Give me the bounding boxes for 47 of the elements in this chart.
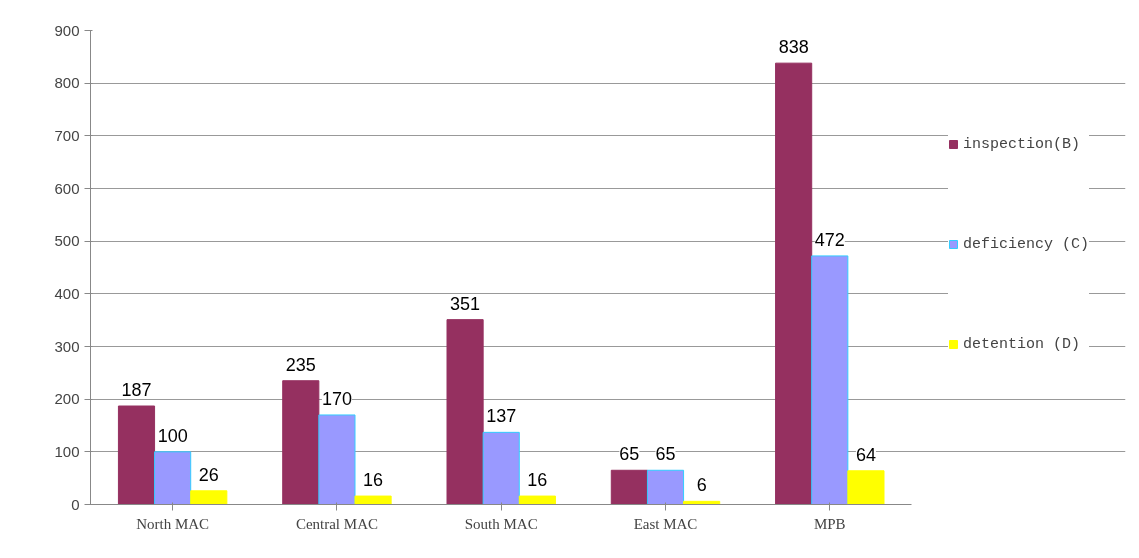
y-tick-label: 800 <box>54 74 80 92</box>
y-tick-label: 600 <box>54 179 80 197</box>
x-tick-label: East MAC <box>633 515 698 532</box>
y-tick-label: 500 <box>54 232 80 250</box>
bar <box>811 255 849 505</box>
bar <box>775 62 813 505</box>
bar <box>646 469 685 505</box>
y-tick-label: 900 <box>54 21 80 39</box>
data-label: 65 <box>655 444 676 465</box>
bar <box>482 431 520 505</box>
legend-label: deficiency (C) <box>963 234 1090 255</box>
y-tick-label: 0 <box>71 495 80 513</box>
bar <box>446 319 484 505</box>
bar <box>117 405 156 505</box>
y-tick-label: 100 <box>54 442 80 460</box>
data-label: 64 <box>855 444 876 465</box>
x-tick-label: North MAC <box>136 515 210 532</box>
data-label: 6 <box>696 475 707 496</box>
legend-label: detention (D) <box>963 334 1081 355</box>
bar <box>154 451 192 505</box>
data-label: 26 <box>198 464 219 485</box>
data-label: 137 <box>486 406 517 427</box>
data-label: 16 <box>363 470 384 491</box>
data-label: 65 <box>619 444 640 465</box>
data-label: 170 <box>321 388 352 409</box>
x-tick-label: South MAC <box>464 515 538 532</box>
y-tick-label: 200 <box>54 390 80 408</box>
data-label: 16 <box>527 470 548 491</box>
data-label: 187 <box>121 380 152 401</box>
x-tick-label: MPB <box>813 515 846 532</box>
bar <box>354 495 392 505</box>
data-label: 838 <box>778 37 809 58</box>
bar <box>282 380 320 505</box>
bar <box>318 414 356 505</box>
y-tick-label: 300 <box>54 337 80 355</box>
data-label: 235 <box>285 354 316 375</box>
y-tick-label: 700 <box>54 126 80 144</box>
bar <box>518 495 556 505</box>
bar <box>847 470 885 505</box>
data-label: 100 <box>157 425 188 446</box>
legend-label: inspection(B) <box>963 134 1081 155</box>
bar <box>190 490 228 505</box>
data-label: 351 <box>450 293 481 314</box>
x-tick-label: Central MAC <box>295 515 378 532</box>
bar <box>610 469 648 505</box>
y-tick-label: 400 <box>54 284 80 302</box>
data-label: 472 <box>814 229 845 250</box>
